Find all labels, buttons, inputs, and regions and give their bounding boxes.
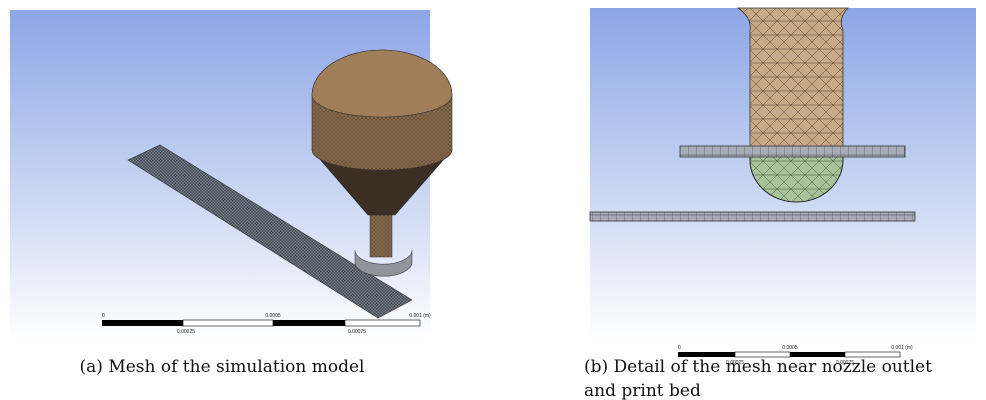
caption: and print bed <box>584 381 701 400</box>
caption: (a) Mesh of the simulation model <box>80 357 365 377</box>
scale-segment <box>183 320 273 326</box>
scale-label: 0 <box>678 345 681 351</box>
scale-label: 0.001 (m) <box>891 345 913 351</box>
scale-label: 0.00075 <box>348 329 366 335</box>
scale-segment <box>102 320 183 326</box>
scale-label: 0.001 (m) <box>409 313 431 319</box>
nozzle-tube <box>738 8 848 150</box>
caption: (b) Detail of the mesh near nozzle outle… <box>584 357 932 377</box>
scale-label: 0.00025 <box>177 329 195 335</box>
scale-label: 0.0005 <box>782 345 798 351</box>
panel-a: 0 0.0005 0.001 (m) 0.00025 0.00075 (a) M… <box>10 10 452 377</box>
scale-label: 0 <box>102 313 105 319</box>
scale-segment <box>345 320 420 326</box>
print-bed <box>590 212 915 221</box>
scale-label: 0.0005 <box>265 313 281 319</box>
panel-b: 0 0.0005 0.001 (m) 0.00025 0.00075 (b) D… <box>584 8 976 400</box>
figure: 0 0.0005 0.001 (m) 0.00025 0.00075 (a) M… <box>0 0 986 400</box>
scale-segment <box>273 320 345 326</box>
mesh-plate <box>680 146 905 157</box>
